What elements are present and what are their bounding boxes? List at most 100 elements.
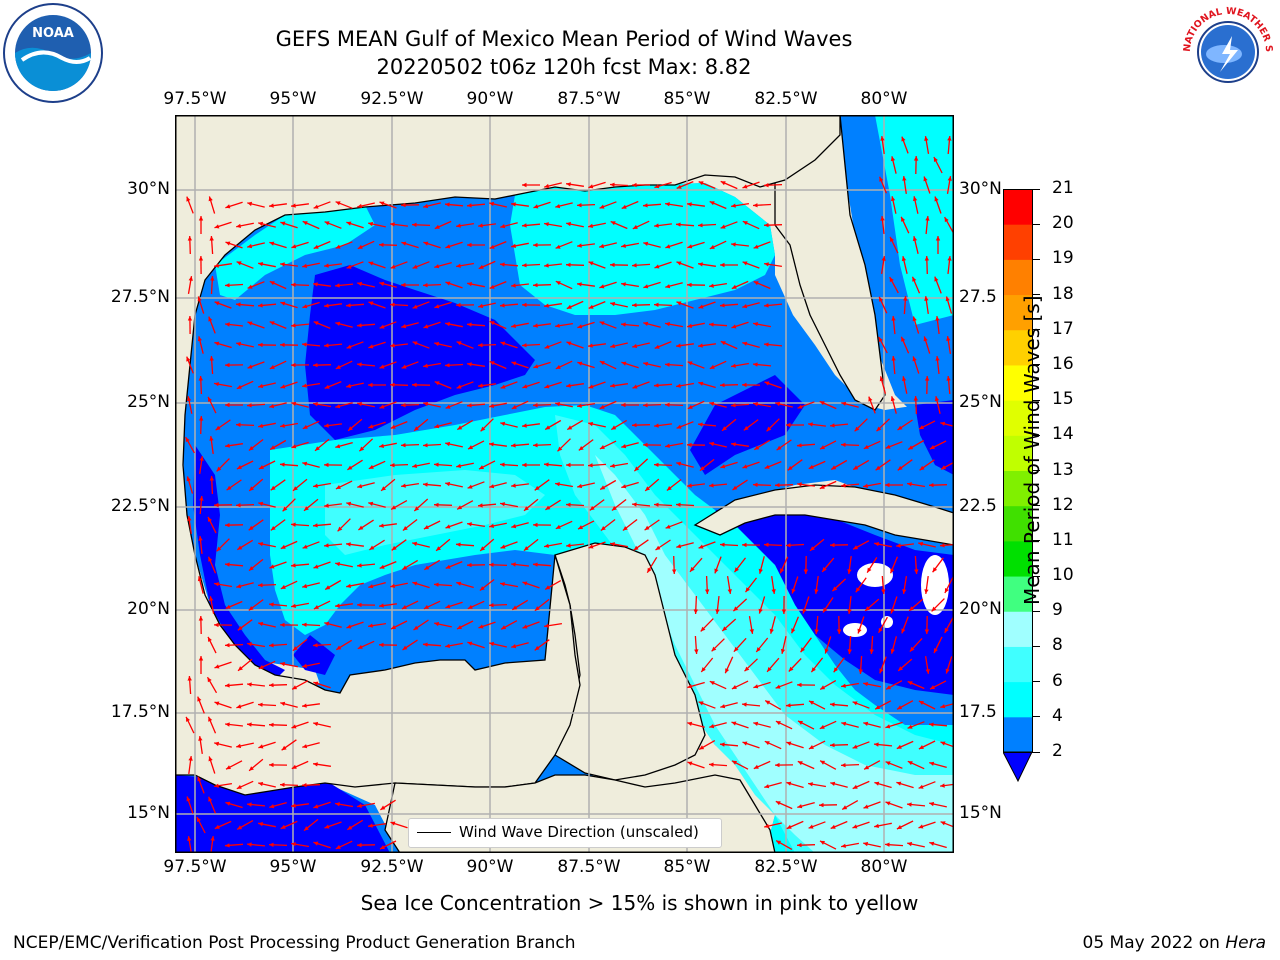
colorbar-tick-label: 19 [1052, 248, 1074, 269]
wind-arrow-head [643, 241, 649, 246]
wind-arrow-head [445, 322, 450, 327]
wind-arrow-head [209, 476, 214, 481]
lon-label-bottom: 80°W [860, 857, 908, 877]
wind-arrow-head [621, 243, 626, 248]
wind-arrow-head [489, 442, 494, 447]
colorbar-segment [1003, 646, 1033, 683]
wind-arrow-head [357, 203, 363, 209]
wind-arrow-head [236, 743, 242, 749]
wind-arrow-head [423, 203, 429, 209]
wind-arrow-head [634, 466, 640, 472]
wind-arrow-head [566, 221, 571, 227]
wind-arrow-head [456, 302, 461, 308]
wind-arrow-head [577, 483, 583, 489]
wind-arrow-head [898, 666, 903, 671]
wind-arrow-head [269, 241, 275, 246]
wind-arrow-head [544, 303, 549, 308]
colorbar-segment [1003, 294, 1033, 331]
wind-arrow-head [467, 641, 473, 646]
wind-arrow-head [500, 502, 505, 507]
lon-label-top: 87.5°W [557, 89, 621, 109]
wind-arrow-head [456, 581, 462, 586]
wind-arrow-head [775, 483, 780, 488]
wind-arrow-head [621, 444, 627, 449]
wind-arrow-head [478, 383, 483, 388]
wind-arrow-head [185, 437, 190, 443]
wind-arrow-head [753, 322, 758, 327]
wind-arrow-head [237, 625, 243, 631]
wind-arrow-head [468, 445, 473, 450]
wind-arrow-head [335, 404, 341, 409]
colorbar-tick-mark [1033, 223, 1040, 225]
wind-arrow-head [780, 648, 786, 654]
wind-arrow-head [522, 343, 527, 348]
wind-arrow-head [841, 763, 846, 768]
wind-arrow-head [830, 824, 836, 829]
wind-arrow-head [814, 629, 819, 634]
wind-arrow-head [225, 443, 230, 448]
wind-arrow-head [886, 685, 892, 690]
wind-arrow-head [445, 564, 451, 569]
wind-arrow-head [945, 668, 950, 674]
wind-arrow-head [863, 804, 869, 809]
wind-arrow-head [711, 646, 717, 652]
wind-arrow-head [831, 465, 837, 470]
wind-arrow-head [732, 485, 738, 490]
wind-arrow-head [368, 501, 374, 506]
wind-arrow-head [225, 402, 230, 408]
wind-arrow-head [248, 606, 254, 611]
wind-arrow-head [401, 241, 407, 246]
wind-arrow-head [357, 842, 362, 848]
wind-arrow-head [511, 562, 516, 567]
wind-arrow-head [236, 584, 242, 589]
wind-arrow-head [379, 642, 384, 648]
wind-arrow-head [841, 721, 847, 726]
colorbar-tick-label: 6 [1052, 670, 1063, 691]
wind-arrow-head [781, 609, 787, 614]
wind-arrow-head [874, 781, 880, 786]
wind-arrow-head [754, 445, 760, 450]
wind-arrow-head [944, 217, 949, 223]
wind-arrow-head [854, 426, 860, 432]
wind-arrow-head [457, 505, 463, 510]
wind-arrow-head [858, 669, 863, 674]
wind-arrow-head [347, 465, 353, 470]
wind-arrow-head [423, 525, 429, 529]
wind-arrow-head [187, 236, 192, 241]
wind-arrow-head [557, 446, 563, 452]
wind-arrow-head [819, 401, 825, 406]
wind-arrow-head [249, 766, 254, 771]
wind-arrow-head [847, 609, 852, 614]
wind-arrow-head [269, 364, 275, 369]
wind-arrow-head [402, 645, 408, 650]
wind-arrow-head [720, 262, 725, 268]
wind-arrow-head [280, 423, 285, 428]
wind-arrow-head [390, 222, 395, 227]
wind-arrow-head [533, 562, 538, 567]
wind-arrow-head [208, 556, 213, 562]
wind-arrow-head [424, 565, 430, 570]
wind-arrow-head [434, 381, 440, 386]
wind-arrow-head [940, 821, 946, 826]
wind-arrow-head [808, 745, 814, 749]
wind-arrow-head [214, 741, 220, 747]
wind-arrow-head [599, 361, 605, 366]
colorbar-segment [1003, 505, 1033, 542]
wind-arrow-head [753, 402, 758, 407]
wind-arrow-head [357, 644, 363, 649]
wind-arrow-head [544, 263, 549, 268]
wind-arrow-head [786, 703, 791, 708]
lon-label-bottom: 92.5°W [360, 857, 424, 877]
sea-ice-note: Sea Ice Concentration > 15% is shown in … [360, 891, 919, 915]
wind-arrow-head [324, 824, 330, 829]
wind-arrow-head [390, 382, 395, 387]
wind-arrow-head [500, 582, 505, 587]
wind-arrow-head [643, 361, 649, 367]
wind-arrow-head [732, 760, 737, 765]
wind-arrow-head [654, 302, 659, 307]
wind-arrow-head [749, 629, 754, 634]
wind-arrow-head [742, 261, 748, 266]
wind-arrow-head [676, 502, 681, 507]
wind-arrow-head [665, 202, 670, 207]
wind-arrow-head [335, 802, 340, 807]
